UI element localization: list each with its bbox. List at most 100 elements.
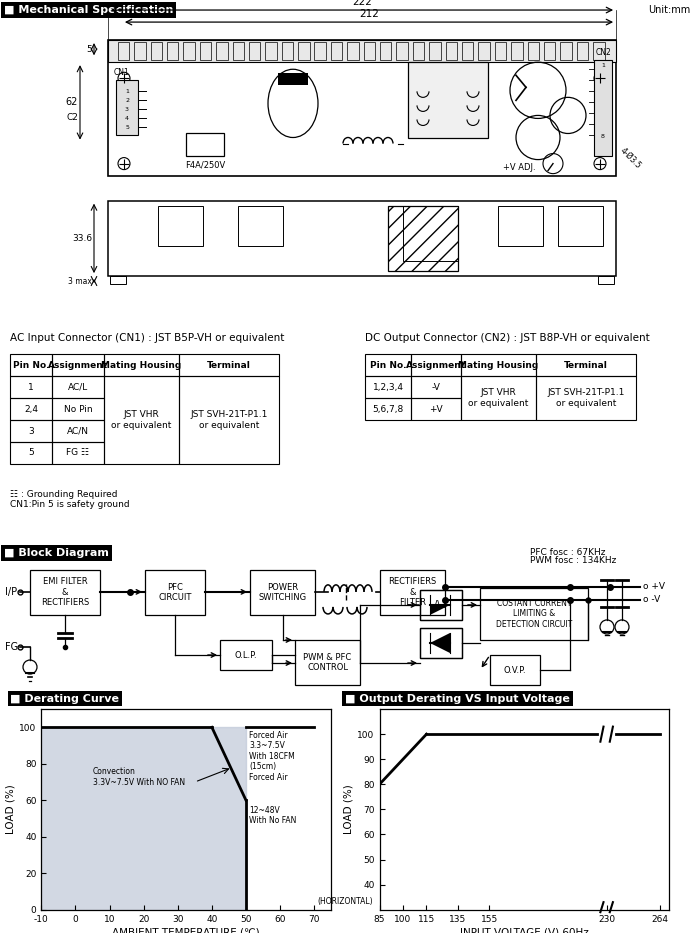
Text: 62: 62 [66,97,78,107]
Text: 4: 4 [125,116,129,121]
Text: 2: 2 [125,98,129,103]
Bar [411,398,461,420]
Text: o +V: o +V [643,582,665,592]
Text: F4A/250V: F4A/250V [185,160,225,170]
Text: JST SVH-21T-P1.1
or equivalent: JST SVH-21T-P1.1 or equivalent [190,411,268,430]
Bar [104,376,179,464]
Bar [495,42,506,61]
Bar [150,42,162,61]
Text: 5,6,7,8: 5,6,7,8 [373,405,404,413]
Text: COSTANT CURRENT
LIMITING &
DETECTION CIRCUIT: COSTANT CURRENT LIMITING & DETECTION CIR… [496,599,572,629]
Text: 1: 1 [28,383,34,392]
Text: ■ Mechanical Specification: ■ Mechanical Specification [4,5,173,15]
Bar [365,398,411,420]
Bar [577,42,588,61]
Bar [295,640,360,685]
Text: PFC fosc : 67KHz: PFC fosc : 67KHz [530,548,606,557]
Bar [490,655,540,685]
Bar [347,42,359,61]
Y-axis label: LOAD (%): LOAD (%) [5,785,15,834]
Text: AC/N: AC/N [67,426,89,436]
Bar [480,588,588,640]
Text: EMI FILTER
&
RECTIFIERS: EMI FILTER & RECTIFIERS [41,578,89,607]
Bar [411,355,461,376]
Bar [365,376,411,398]
Bar [594,61,612,156]
Bar [593,42,604,61]
Bar [544,42,555,61]
Bar [186,133,224,156]
Text: 5: 5 [112,10,118,19]
Bar [179,376,279,464]
Text: 3 max: 3 max [68,276,92,285]
Bar [108,40,616,63]
Bar [511,42,522,61]
Text: Pin No.: Pin No. [370,361,406,369]
Bar [411,376,461,398]
Text: Assignment: Assignment [48,361,108,369]
Bar [238,206,283,246]
Bar [184,42,195,61]
Bar [158,206,203,246]
Bar [420,590,462,620]
Text: ■ Output Derating VS Input Voltage: ■ Output Derating VS Input Voltage [345,693,570,703]
Text: +V ADJ.: +V ADJ. [503,163,535,172]
Bar [536,376,636,420]
Bar [282,42,293,61]
Bar [403,206,458,261]
Bar [420,590,462,620]
Text: Convection
3.3V~7.5V With NO FAN: Convection 3.3V~7.5V With NO FAN [92,768,185,787]
Bar [108,40,616,175]
Text: Unit:mm: Unit:mm [648,5,690,15]
Text: FG ☷: FG ☷ [66,449,90,457]
Bar [10,355,52,376]
Text: 3: 3 [125,107,129,112]
Text: -V: -V [431,383,440,392]
Text: AC Input Connector (CN1) : JST B5P-VH or equivalent: AC Input Connector (CN1) : JST B5P-VH or… [10,333,284,343]
Bar [558,206,603,246]
Text: (HORIZONTAL): (HORIZONTAL) [317,897,373,906]
Text: 12~48V
With No FAN: 12~48V With No FAN [249,806,297,825]
Text: ☷ : Grounding Required
CN1:Pin 5 is safety ground: ☷ : Grounding Required CN1:Pin 5 is safe… [10,490,130,509]
Bar [364,42,375,61]
Bar [52,398,104,420]
Bar [118,42,129,61]
Text: ■ Derating Curve: ■ Derating Curve [10,693,119,703]
Bar [104,355,179,376]
Text: 33.6: 33.6 [72,234,92,243]
Text: Mating Housing: Mating Housing [458,361,539,369]
Bar [52,355,104,376]
Bar [200,42,211,61]
Text: 1: 1 [125,89,129,94]
Bar [233,42,244,61]
Bar [462,42,473,61]
Text: Terminal: Terminal [564,361,608,369]
Bar [380,570,445,615]
Text: 222: 222 [352,0,372,7]
Bar [446,42,457,61]
Text: DC Output Connector (CN2) : JST B8P-VH or equivalent: DC Output Connector (CN2) : JST B8P-VH o… [365,333,650,343]
Bar [420,628,462,658]
Text: Assignment: Assignment [406,361,466,369]
Bar [30,570,100,615]
Bar [315,42,326,61]
Text: Forced Air
3.3~7.5V
With 18CFM
(15cm)
Forced Air: Forced Air 3.3~7.5V With 18CFM (15cm) Fo… [249,731,295,782]
Text: PWM fosc : 134KHz: PWM fosc : 134KHz [530,556,616,564]
Bar [10,398,52,420]
Bar [429,42,441,61]
Text: 1,2,3,4: 1,2,3,4 [373,383,404,392]
Bar [52,442,104,464]
Bar [110,276,126,284]
Text: ■ Block Diagram: ■ Block Diagram [4,548,109,558]
Bar [528,42,539,61]
Bar [116,80,138,135]
Bar [461,376,536,420]
Text: FG: FG [5,642,18,652]
Text: 5: 5 [28,449,34,457]
Bar [220,640,272,670]
Text: O.V.P.: O.V.P. [504,665,526,675]
Bar [278,74,308,85]
Text: JST VHR
or equivalent: JST VHR or equivalent [469,388,529,408]
Bar [10,376,52,398]
Text: JST SVH-21T-P1.1
or equivalent: JST SVH-21T-P1.1 or equivalent [547,388,624,408]
